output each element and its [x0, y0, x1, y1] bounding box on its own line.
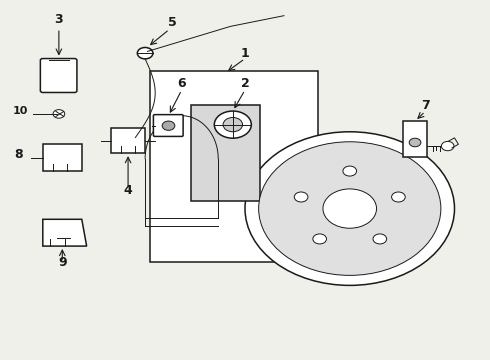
- Text: 6: 6: [177, 77, 186, 90]
- FancyBboxPatch shape: [40, 59, 77, 93]
- Circle shape: [214, 111, 251, 138]
- Polygon shape: [43, 144, 82, 171]
- Circle shape: [392, 192, 405, 202]
- Bar: [192, 105, 260, 202]
- Circle shape: [313, 234, 326, 244]
- Polygon shape: [43, 219, 87, 246]
- Circle shape: [162, 121, 175, 130]
- Text: 7: 7: [421, 99, 430, 112]
- Text: 1: 1: [241, 47, 249, 60]
- Circle shape: [137, 48, 153, 59]
- Bar: [150, 71, 318, 262]
- Bar: [403, 121, 427, 157]
- Circle shape: [53, 110, 65, 118]
- Circle shape: [441, 141, 454, 151]
- Polygon shape: [111, 128, 145, 153]
- Text: 8: 8: [14, 148, 23, 161]
- Text: 9: 9: [58, 256, 67, 269]
- Circle shape: [259, 142, 441, 275]
- Circle shape: [343, 166, 357, 176]
- Circle shape: [294, 192, 308, 202]
- Circle shape: [409, 138, 421, 147]
- Circle shape: [323, 189, 376, 228]
- Circle shape: [223, 117, 243, 132]
- Text: 2: 2: [241, 77, 249, 90]
- Text: 3: 3: [54, 13, 63, 26]
- Text: 10: 10: [12, 106, 27, 116]
- Circle shape: [373, 234, 387, 244]
- Circle shape: [245, 132, 455, 285]
- Text: 5: 5: [168, 17, 176, 30]
- Text: 4: 4: [123, 184, 132, 197]
- FancyBboxPatch shape: [153, 114, 183, 136]
